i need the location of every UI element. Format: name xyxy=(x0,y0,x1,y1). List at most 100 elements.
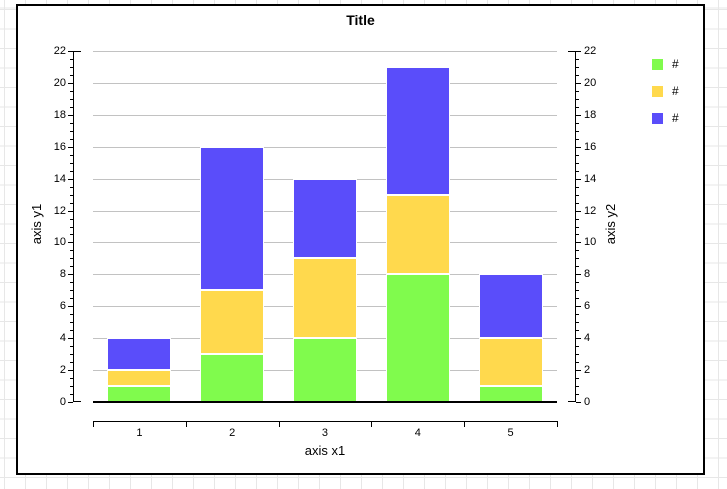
y1-axis-minor-tick xyxy=(70,226,73,228)
y1-axis-minor-tick xyxy=(70,74,73,76)
y2-axis-tick-label: 2 xyxy=(584,364,591,377)
bar-segment[interactable] xyxy=(107,338,172,371)
legend-item[interactable]: # xyxy=(652,58,702,71)
y2-axis-major-tick xyxy=(576,274,581,276)
bar-segment[interactable] xyxy=(478,338,543,387)
y1-axis-minor-tick xyxy=(70,330,73,332)
legend-label: # xyxy=(672,57,679,71)
y1-axis-major-tick xyxy=(68,114,73,116)
bar-segment[interactable] xyxy=(478,386,543,402)
y2-axis-major-tick xyxy=(576,82,581,84)
y1-axis-major-tick xyxy=(68,242,73,244)
y1-axis-minor-tick xyxy=(70,66,73,68)
y1-axis-tick-label: 6 xyxy=(59,300,66,313)
embedded-chart[interactable]: Title axis y1 axis y2 axis x1 0 2 4 6 8 10 12 1… xyxy=(16,4,705,475)
y2-axis-tick-label: 18 xyxy=(584,108,597,121)
y2-axis-major-tick xyxy=(576,51,581,52)
y2-axis-minor-tick xyxy=(576,218,579,220)
y2-axis-minor-tick xyxy=(576,194,579,196)
y1-axis-major-tick xyxy=(68,146,73,148)
bar-segment[interactable] xyxy=(107,386,172,402)
y2-axis-minor-tick xyxy=(576,322,579,324)
x-tick-label: 4 xyxy=(414,427,421,439)
y2-axis-major-tick xyxy=(576,114,581,116)
y1-axis-minor-tick xyxy=(70,266,73,268)
y2-axis-tick-label: 16 xyxy=(584,140,597,153)
y1-axis-minor-tick xyxy=(70,202,73,204)
y2-axis-minor-tick xyxy=(576,138,579,140)
legend-item[interactable]: # xyxy=(652,112,702,125)
y1-axis-minor-tick xyxy=(70,394,73,396)
y1-axis-tick-label: 10 xyxy=(53,236,66,249)
x-axis-tick xyxy=(185,421,187,427)
y1-axis-major-tick xyxy=(68,306,73,308)
y1-axis-minor-tick xyxy=(70,98,73,100)
bar-segment[interactable] xyxy=(293,258,357,339)
legend-label: # xyxy=(672,111,679,125)
y2-axis-minor-tick xyxy=(576,90,579,92)
gridline xyxy=(93,114,557,116)
y1-axis-minor-tick xyxy=(70,386,73,388)
bar-segment[interactable] xyxy=(385,66,450,195)
y2-axis-minor-tick xyxy=(576,378,579,380)
y1-axis-minor-tick xyxy=(70,170,73,172)
y2-axis-major-tick xyxy=(576,210,581,212)
y2-axis-minor-tick xyxy=(576,266,579,268)
y2-axis-major-tick xyxy=(576,242,581,244)
y2-axis-minor-tick xyxy=(576,330,579,332)
bar-segment[interactable] xyxy=(107,370,172,387)
y2-axis-minor-tick xyxy=(576,98,579,100)
y1-axis-tick-label: 18 xyxy=(53,108,66,121)
x-axis-tick xyxy=(557,421,558,427)
x-baseline xyxy=(93,401,557,403)
x-axis-tick xyxy=(93,421,94,427)
bar-segment[interactable] xyxy=(385,194,450,275)
y2-axis-cap xyxy=(568,51,576,52)
bar-segment[interactable] xyxy=(385,274,450,402)
y1-axis-minor-tick xyxy=(70,58,73,60)
y2-axis-tick-label: 14 xyxy=(584,172,597,185)
y2-axis-minor-tick xyxy=(576,74,579,76)
bar-segment[interactable] xyxy=(293,338,357,402)
y1-axis-minor-tick xyxy=(70,162,73,164)
y2-axis-major-tick xyxy=(576,146,581,148)
y1-axis-tick-label: 0 xyxy=(59,396,66,408)
gridline xyxy=(93,82,557,84)
y2-axis-tick-label: 8 xyxy=(584,268,591,281)
bar-segment[interactable] xyxy=(200,146,265,291)
y1-axis-minor-tick xyxy=(70,218,73,220)
y2-axis-minor-tick xyxy=(576,202,579,204)
legend-item[interactable]: # xyxy=(652,85,702,98)
y1-axis-tick-label: 4 xyxy=(59,332,66,345)
legend-label: # xyxy=(672,84,679,98)
y1-axis-minor-tick xyxy=(70,138,73,140)
y2-axis-minor-tick xyxy=(576,354,579,356)
y2-axis-minor-tick xyxy=(576,130,579,132)
y2-axis-minor-tick xyxy=(576,162,579,164)
x-axis-line xyxy=(93,421,557,422)
y1-axis-minor-tick xyxy=(70,194,73,196)
y2-axis-minor-tick xyxy=(576,258,579,260)
x-tick-label: 1 xyxy=(136,427,143,439)
x-axis-tick xyxy=(278,421,280,427)
y2-axis-major-tick xyxy=(576,402,581,403)
bar-segment[interactable] xyxy=(293,178,357,259)
bar-segment[interactable] xyxy=(200,290,265,355)
y2-axis-major-tick xyxy=(576,370,581,372)
x-tick-label: 3 xyxy=(321,427,329,439)
y2-axis-major-tick xyxy=(576,178,581,180)
y2-axis-minor-tick xyxy=(576,314,579,316)
y1-axis-minor-tick xyxy=(70,322,73,324)
y2-axis-tick-label: 6 xyxy=(584,300,591,313)
bar-segment[interactable] xyxy=(478,274,543,339)
bar-segment[interactable] xyxy=(200,354,265,402)
y2-axis-minor-tick xyxy=(576,386,579,388)
y1-axis-major-tick xyxy=(68,274,73,276)
y2-axis-minor-tick xyxy=(576,362,579,364)
y1-axis-major-tick xyxy=(68,178,73,180)
y2-axis-minor-tick xyxy=(576,234,579,236)
y1-axis-minor-tick xyxy=(70,90,73,92)
y2-axis-line xyxy=(575,51,576,402)
y2-axis-tick-label: 0 xyxy=(584,396,591,408)
